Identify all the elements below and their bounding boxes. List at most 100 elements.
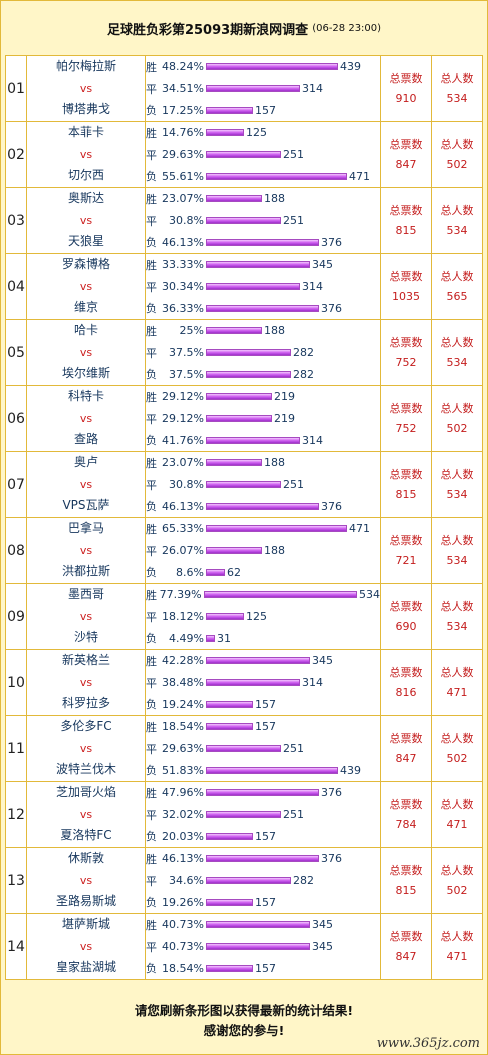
loss-stat-row: 负 19.24% 157 xyxy=(146,693,380,715)
draw-percent: 40.73% xyxy=(162,940,204,953)
total-votes-value: 752 xyxy=(395,355,417,369)
win-percent: 48.24% xyxy=(162,60,204,74)
win-bar xyxy=(206,459,262,467)
vote-stats: 胜 47.96% 376 平 32.02% 251 负 20.03% 157 xyxy=(145,781,381,848)
vote-stats: 胜 23.07% 188 平 30.8% 251 负 46.13% 376 xyxy=(145,187,381,254)
win-bar xyxy=(206,327,262,335)
win-percent: 47.96% xyxy=(162,786,204,800)
vs-label: vs xyxy=(79,147,93,161)
win-stat-row: 胜 14.76% 125 xyxy=(146,122,380,144)
draw-label: 平 xyxy=(146,676,157,690)
draw-count: 282 xyxy=(293,346,314,359)
win-label: 胜 xyxy=(146,918,157,932)
draw-label: 平 xyxy=(146,82,157,96)
win-percent: 46.13% xyxy=(162,852,204,866)
match-number: 09 xyxy=(5,583,27,650)
away-team: 波特兰伐木 xyxy=(55,762,116,777)
home-team: 墨西哥 xyxy=(67,587,104,602)
match-number: 14 xyxy=(5,913,27,980)
draw-bar xyxy=(206,877,291,884)
draw-bar xyxy=(206,151,281,158)
draw-percent: 38.48% xyxy=(162,676,204,689)
total-votes-value: 815 xyxy=(395,883,417,897)
loss-count: 376 xyxy=(321,499,342,513)
win-percent: 40.73% xyxy=(162,918,204,932)
draw-label: 平 xyxy=(146,610,157,624)
footer-note: 请您刷新条形图以获得最新的统计结果! 感谢您的参与! xyxy=(1,1001,487,1053)
vs-label: vs xyxy=(79,741,93,755)
win-label: 胜 xyxy=(146,522,157,536)
total-people-label: 总人数 xyxy=(440,599,474,613)
draw-bar xyxy=(206,745,281,752)
watermark: www.365jz.com xyxy=(376,1036,480,1051)
total-people-cell: 总人数 471 xyxy=(431,913,483,980)
total-people-value: 534 xyxy=(446,355,468,369)
total-votes-label: 总票数 xyxy=(389,137,423,151)
match-teams: 奥卢 vs VPS瓦萨 xyxy=(26,451,146,518)
match-teams: 哈卡 vs 埃尔维斯 xyxy=(26,319,146,386)
total-votes-value: 752 xyxy=(395,421,417,435)
match-number: 10 xyxy=(5,649,27,716)
win-count: 471 xyxy=(349,522,370,536)
total-people-label: 总人数 xyxy=(440,269,474,283)
loss-label: 负 xyxy=(146,566,157,580)
loss-count: 376 xyxy=(321,301,342,315)
draw-count: 125 xyxy=(246,610,267,623)
total-people-cell: 总人数 502 xyxy=(431,121,483,188)
loss-label: 负 xyxy=(146,896,157,910)
win-stat-row: 胜 29.12% 219 xyxy=(146,386,380,408)
total-votes-value: 847 xyxy=(395,949,417,963)
total-votes-cell: 总票数 752 xyxy=(380,385,432,452)
draw-label: 平 xyxy=(146,346,157,360)
vote-stats: 胜 46.13% 376 平 34.6% 282 负 19.26% 157 xyxy=(145,847,381,914)
total-people-label: 总人数 xyxy=(440,863,474,877)
loss-percent: 19.26% xyxy=(162,895,204,909)
loss-label: 负 xyxy=(146,434,157,448)
title-text: 足球胜负彩第25093期新浪网调查 xyxy=(106,22,309,38)
loss-stat-row: 负 36.33% 376 xyxy=(146,297,380,319)
draw-count: 251 xyxy=(283,742,304,755)
home-team: 奥卢 xyxy=(73,455,98,470)
away-team: 洪都拉斯 xyxy=(61,564,110,579)
draw-count: 251 xyxy=(283,808,304,821)
total-people-cell: 总人数 534 xyxy=(431,187,483,254)
win-count: 188 xyxy=(264,456,285,470)
away-team: 科罗拉多 xyxy=(61,696,110,711)
win-stat-row: 胜 42.28% 345 xyxy=(146,650,380,672)
loss-label: 负 xyxy=(146,104,157,118)
win-bar xyxy=(206,657,310,665)
match-row: 01 帕尔梅拉斯 vs 博塔弗戈 胜 48.24% 439 平 34.51% 314 负 17.25%… xyxy=(5,55,483,122)
match-table: 01 帕尔梅拉斯 vs 博塔弗戈胜 48.24% 439 平 34.51% 314 负 17.25%… xyxy=(5,55,483,980)
win-bar xyxy=(206,63,338,71)
total-people-cell: 总人数 502 xyxy=(431,715,483,782)
footer-line-thanks: 感谢您的参与! xyxy=(203,1023,285,1038)
loss-label: 负 xyxy=(146,698,157,712)
match-number: 11 xyxy=(5,715,27,782)
total-people-value: 471 xyxy=(446,817,468,831)
total-votes-label: 总票数 xyxy=(389,269,423,283)
total-votes-label: 总票数 xyxy=(389,797,423,811)
draw-bar xyxy=(206,679,300,686)
win-bar xyxy=(206,789,319,797)
match-row: 11 多伦多FC vs 波特兰伐木 胜 18.54% 157 平 29.63% 251 负 51.83… xyxy=(5,715,483,782)
win-stat-row: 胜 48.24% 439 xyxy=(146,56,380,78)
loss-percent: 20.03% xyxy=(162,829,204,843)
draw-percent: 26.07% xyxy=(162,544,204,557)
total-votes-label: 总票数 xyxy=(389,335,423,349)
total-people-label: 总人数 xyxy=(440,71,474,85)
vs-label: vs xyxy=(79,411,93,425)
draw-bar xyxy=(206,217,281,224)
draw-stat-row: 平 32.02% 251 xyxy=(146,804,380,826)
total-people-label: 总人数 xyxy=(440,665,474,679)
loss-percent: 17.25% xyxy=(162,103,204,117)
vs-label: vs xyxy=(79,213,93,227)
loss-bar xyxy=(206,634,215,642)
home-team: 罗森博格 xyxy=(61,257,110,272)
win-bar xyxy=(206,525,347,533)
win-count: 188 xyxy=(264,324,285,338)
vote-stats: 胜 33.33% 345 平 30.34% 314 负 36.33% 376 xyxy=(145,253,381,320)
vote-stats: 胜 77.39% 534 平 18.12% 125 负 4.49% 31 xyxy=(145,583,381,650)
match-number: 13 xyxy=(5,847,27,914)
draw-label: 平 xyxy=(146,148,157,162)
draw-bar xyxy=(206,811,281,818)
